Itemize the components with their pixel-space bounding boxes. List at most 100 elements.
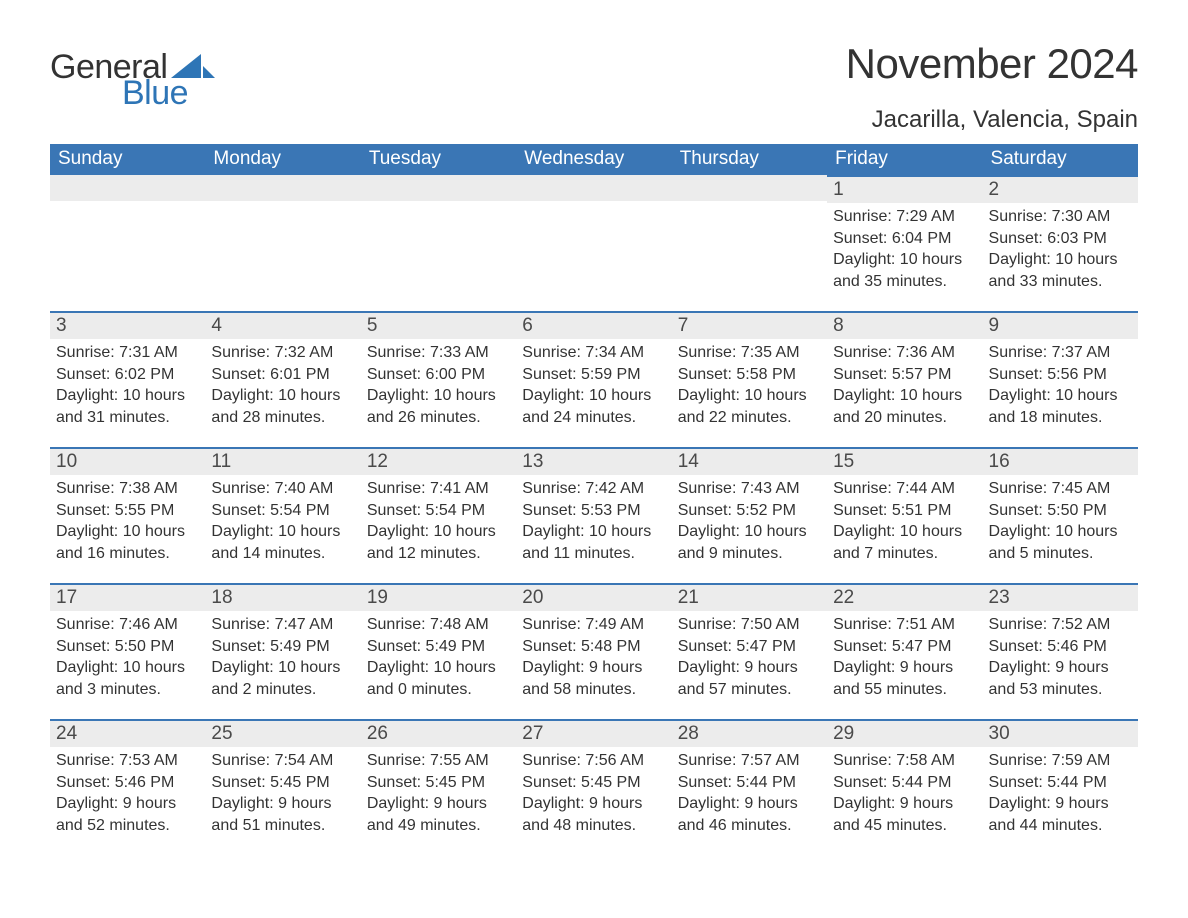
- sunset-text: Sunset: 5:50 PM: [989, 500, 1132, 522]
- sunset-text: Sunset: 5:51 PM: [833, 500, 976, 522]
- calendar-cell: 21Sunrise: 7:50 AMSunset: 5:47 PMDayligh…: [672, 583, 827, 719]
- sunrise-text: Sunrise: 7:45 AM: [989, 478, 1132, 500]
- day-body: Sunrise: 7:40 AMSunset: 5:54 PMDaylight:…: [205, 475, 360, 568]
- sunset-text: Sunset: 5:46 PM: [989, 636, 1132, 658]
- day-number: 3: [50, 311, 205, 339]
- day-number: 25: [205, 719, 360, 747]
- sunset-text: Sunset: 6:00 PM: [367, 364, 510, 386]
- sunrise-text: Sunrise: 7:40 AM: [211, 478, 354, 500]
- day-number: 15: [827, 447, 982, 475]
- daylight-text: Daylight: 9 hours and 55 minutes.: [833, 657, 976, 700]
- day-body: Sunrise: 7:53 AMSunset: 5:46 PMDaylight:…: [50, 747, 205, 840]
- day-body: Sunrise: 7:31 AMSunset: 6:02 PMDaylight:…: [50, 339, 205, 432]
- day-body: Sunrise: 7:43 AMSunset: 5:52 PMDaylight:…: [672, 475, 827, 568]
- day-body: Sunrise: 7:29 AMSunset: 6:04 PMDaylight:…: [827, 203, 982, 296]
- sunrise-text: Sunrise: 7:43 AM: [678, 478, 821, 500]
- day-number: 11: [205, 447, 360, 475]
- sunrise-text: Sunrise: 7:31 AM: [56, 342, 199, 364]
- calendar-cell: 1Sunrise: 7:29 AMSunset: 6:04 PMDaylight…: [827, 175, 982, 311]
- day-number: 30: [983, 719, 1138, 747]
- day-number: 5: [361, 311, 516, 339]
- calendar-body: 1Sunrise: 7:29 AMSunset: 6:04 PMDaylight…: [50, 175, 1138, 855]
- sunrise-text: Sunrise: 7:46 AM: [56, 614, 199, 636]
- sunrise-text: Sunrise: 7:57 AM: [678, 750, 821, 772]
- daylight-text: Daylight: 10 hours and 24 minutes.: [522, 385, 665, 428]
- daylight-text: Daylight: 10 hours and 31 minutes.: [56, 385, 199, 428]
- day-number: 16: [983, 447, 1138, 475]
- empty-day-bar: [672, 175, 827, 201]
- daylight-text: Daylight: 10 hours and 2 minutes.: [211, 657, 354, 700]
- sunrise-text: Sunrise: 7:50 AM: [678, 614, 821, 636]
- daylight-text: Daylight: 9 hours and 48 minutes.: [522, 793, 665, 836]
- sunset-text: Sunset: 5:56 PM: [989, 364, 1132, 386]
- sunrise-text: Sunrise: 7:54 AM: [211, 750, 354, 772]
- sunrise-text: Sunrise: 7:29 AM: [833, 206, 976, 228]
- calendar-cell: 12Sunrise: 7:41 AMSunset: 5:54 PMDayligh…: [361, 447, 516, 583]
- day-number: 1: [827, 175, 982, 203]
- calendar-cell: 9Sunrise: 7:37 AMSunset: 5:56 PMDaylight…: [983, 311, 1138, 447]
- calendar-cell: 26Sunrise: 7:55 AMSunset: 5:45 PMDayligh…: [361, 719, 516, 855]
- day-number: 18: [205, 583, 360, 611]
- sunrise-text: Sunrise: 7:37 AM: [989, 342, 1132, 364]
- day-body: Sunrise: 7:59 AMSunset: 5:44 PMDaylight:…: [983, 747, 1138, 840]
- sunset-text: Sunset: 5:54 PM: [211, 500, 354, 522]
- empty-day-bar: [205, 175, 360, 201]
- daylight-text: Daylight: 10 hours and 7 minutes.: [833, 521, 976, 564]
- sunset-text: Sunset: 5:46 PM: [56, 772, 199, 794]
- calendar-week-row: 3Sunrise: 7:31 AMSunset: 6:02 PMDaylight…: [50, 311, 1138, 447]
- day-body: Sunrise: 7:33 AMSunset: 6:00 PMDaylight:…: [361, 339, 516, 432]
- day-body: Sunrise: 7:56 AMSunset: 5:45 PMDaylight:…: [516, 747, 671, 840]
- sunset-text: Sunset: 5:47 PM: [833, 636, 976, 658]
- title-block: November 2024 Jacarilla, Valencia, Spain: [846, 40, 1138, 134]
- day-header: Thursday: [672, 144, 827, 175]
- calendar-cell: 22Sunrise: 7:51 AMSunset: 5:47 PMDayligh…: [827, 583, 982, 719]
- calendar-cell: 14Sunrise: 7:43 AMSunset: 5:52 PMDayligh…: [672, 447, 827, 583]
- day-number: 6: [516, 311, 671, 339]
- calendar-header-row: Sunday Monday Tuesday Wednesday Thursday…: [50, 144, 1138, 175]
- empty-day-bar: [50, 175, 205, 201]
- sunset-text: Sunset: 5:54 PM: [367, 500, 510, 522]
- calendar-cell: 7Sunrise: 7:35 AMSunset: 5:58 PMDaylight…: [672, 311, 827, 447]
- day-body: Sunrise: 7:57 AMSunset: 5:44 PMDaylight:…: [672, 747, 827, 840]
- day-body: Sunrise: 7:41 AMSunset: 5:54 PMDaylight:…: [361, 475, 516, 568]
- sunset-text: Sunset: 5:47 PM: [678, 636, 821, 658]
- daylight-text: Daylight: 10 hours and 11 minutes.: [522, 521, 665, 564]
- daylight-text: Daylight: 9 hours and 44 minutes.: [989, 793, 1132, 836]
- sunrise-text: Sunrise: 7:38 AM: [56, 478, 199, 500]
- sunset-text: Sunset: 5:50 PM: [56, 636, 199, 658]
- day-body: Sunrise: 7:32 AMSunset: 6:01 PMDaylight:…: [205, 339, 360, 432]
- calendar-cell: 16Sunrise: 7:45 AMSunset: 5:50 PMDayligh…: [983, 447, 1138, 583]
- calendar-cell: 25Sunrise: 7:54 AMSunset: 5:45 PMDayligh…: [205, 719, 360, 855]
- daylight-text: Daylight: 10 hours and 0 minutes.: [367, 657, 510, 700]
- calendar-week-row: 10Sunrise: 7:38 AMSunset: 5:55 PMDayligh…: [50, 447, 1138, 583]
- daylight-text: Daylight: 10 hours and 12 minutes.: [367, 521, 510, 564]
- day-body: Sunrise: 7:44 AMSunset: 5:51 PMDaylight:…: [827, 475, 982, 568]
- calendar-cell: 28Sunrise: 7:57 AMSunset: 5:44 PMDayligh…: [672, 719, 827, 855]
- day-body: Sunrise: 7:50 AMSunset: 5:47 PMDaylight:…: [672, 611, 827, 704]
- sunrise-text: Sunrise: 7:55 AM: [367, 750, 510, 772]
- day-body: Sunrise: 7:58 AMSunset: 5:44 PMDaylight:…: [827, 747, 982, 840]
- calendar-cell: [205, 175, 360, 311]
- sunrise-text: Sunrise: 7:30 AM: [989, 206, 1132, 228]
- day-header: Sunday: [50, 144, 205, 175]
- sunrise-text: Sunrise: 7:36 AM: [833, 342, 976, 364]
- calendar-cell: 23Sunrise: 7:52 AMSunset: 5:46 PMDayligh…: [983, 583, 1138, 719]
- daylight-text: Daylight: 9 hours and 46 minutes.: [678, 793, 821, 836]
- calendar-cell: 20Sunrise: 7:49 AMSunset: 5:48 PMDayligh…: [516, 583, 671, 719]
- daylight-text: Daylight: 9 hours and 45 minutes.: [833, 793, 976, 836]
- sunrise-text: Sunrise: 7:47 AM: [211, 614, 354, 636]
- daylight-text: Daylight: 10 hours and 35 minutes.: [833, 249, 976, 292]
- sunrise-text: Sunrise: 7:53 AM: [56, 750, 199, 772]
- day-number: 4: [205, 311, 360, 339]
- day-header: Tuesday: [361, 144, 516, 175]
- sunrise-text: Sunrise: 7:58 AM: [833, 750, 976, 772]
- day-number: 19: [361, 583, 516, 611]
- day-number: 17: [50, 583, 205, 611]
- daylight-text: Daylight: 10 hours and 3 minutes.: [56, 657, 199, 700]
- sunset-text: Sunset: 5:49 PM: [367, 636, 510, 658]
- sunset-text: Sunset: 5:57 PM: [833, 364, 976, 386]
- sunset-text: Sunset: 6:01 PM: [211, 364, 354, 386]
- sunrise-text: Sunrise: 7:32 AM: [211, 342, 354, 364]
- day-header: Monday: [205, 144, 360, 175]
- day-body: Sunrise: 7:46 AMSunset: 5:50 PMDaylight:…: [50, 611, 205, 704]
